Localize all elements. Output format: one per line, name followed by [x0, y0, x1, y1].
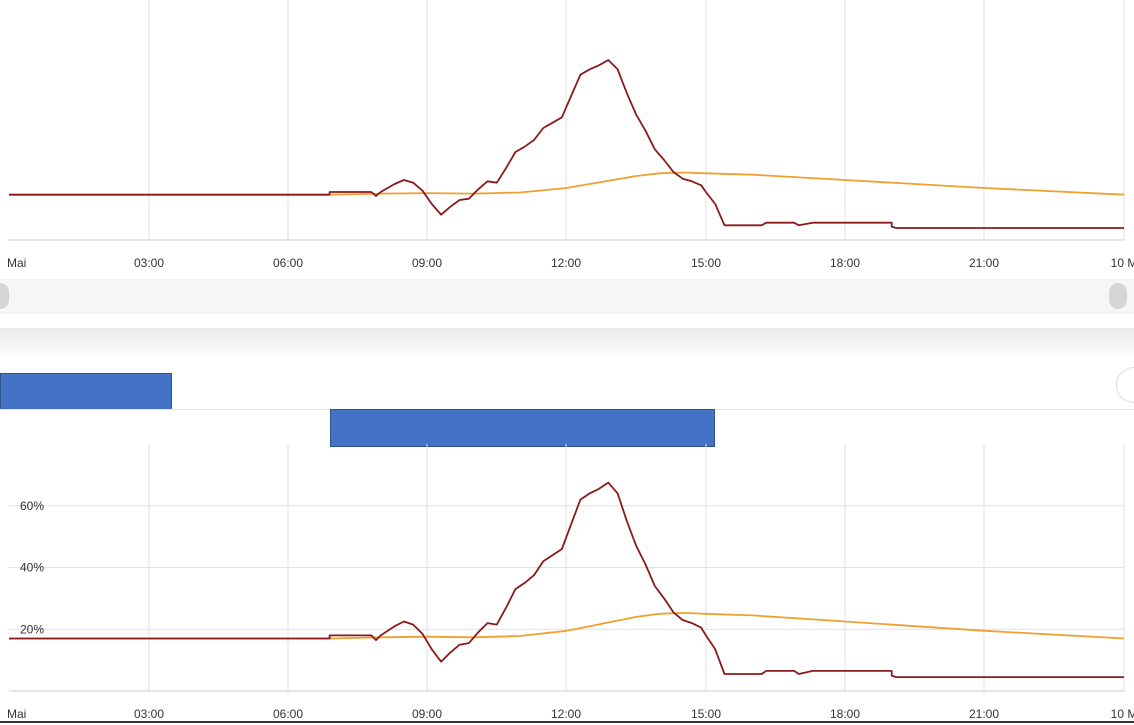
x-tick-label: 06:00: [273, 256, 303, 270]
x-tick-label: 15:00: [691, 256, 721, 270]
x-tick-label: 18:00: [830, 707, 860, 721]
x-tick-label: 15:00: [691, 707, 721, 721]
x-tick-label: 10 M: [1111, 256, 1134, 270]
x-tick-label: 21:00: [969, 256, 999, 270]
range-scrollbar-track[interactable]: [0, 279, 1134, 314]
range-handle-left[interactable]: [0, 283, 9, 309]
y-tick-label: 60%: [20, 499, 44, 513]
x-tick-label: Mai: [7, 256, 26, 270]
x-tick-label: 12:00: [551, 707, 581, 721]
x-tick-label: 21:00: [969, 707, 999, 721]
x-tick-label: 03:00: [134, 707, 164, 721]
x-tick-label: 10 M: [1111, 707, 1134, 721]
section-divider: [0, 328, 1134, 358]
series-line-dark-red: [9, 59, 1124, 229]
x-tick-label: 09:00: [412, 256, 442, 270]
top-chart: Mai 03:00 06:00 09:00 12:00 15:00 18:00 21:00 10…: [7, 0, 1134, 270]
x-tick-label: 12:00: [551, 256, 581, 270]
series-line-dark-red: [9, 481, 1124, 678]
range-handle-right[interactable]: [1109, 283, 1127, 309]
x-tick-label: 03:00: [134, 256, 164, 270]
round-control-button[interactable]: [1116, 367, 1134, 403]
y-tick-label: 20%: [20, 622, 44, 636]
x-tick-label: 09:00: [412, 707, 442, 721]
x-tick-label: 18:00: [830, 256, 860, 270]
series-line-orange: [9, 171, 1125, 196]
y-tick-label: 40%: [20, 561, 44, 575]
redacted-block-center: [330, 409, 715, 447]
redacted-block-left: [0, 373, 172, 410]
bottom-chart: 20% 40% 60% Mai 03:00 06:00 09:00 12:00 15:00 18:…: [7, 444, 1134, 721]
x-tick-label: Mai: [7, 707, 26, 721]
series-line-orange: [9, 612, 1125, 640]
x-tick-label: 06:00: [273, 707, 303, 721]
bottom-border: [0, 721, 1134, 723]
